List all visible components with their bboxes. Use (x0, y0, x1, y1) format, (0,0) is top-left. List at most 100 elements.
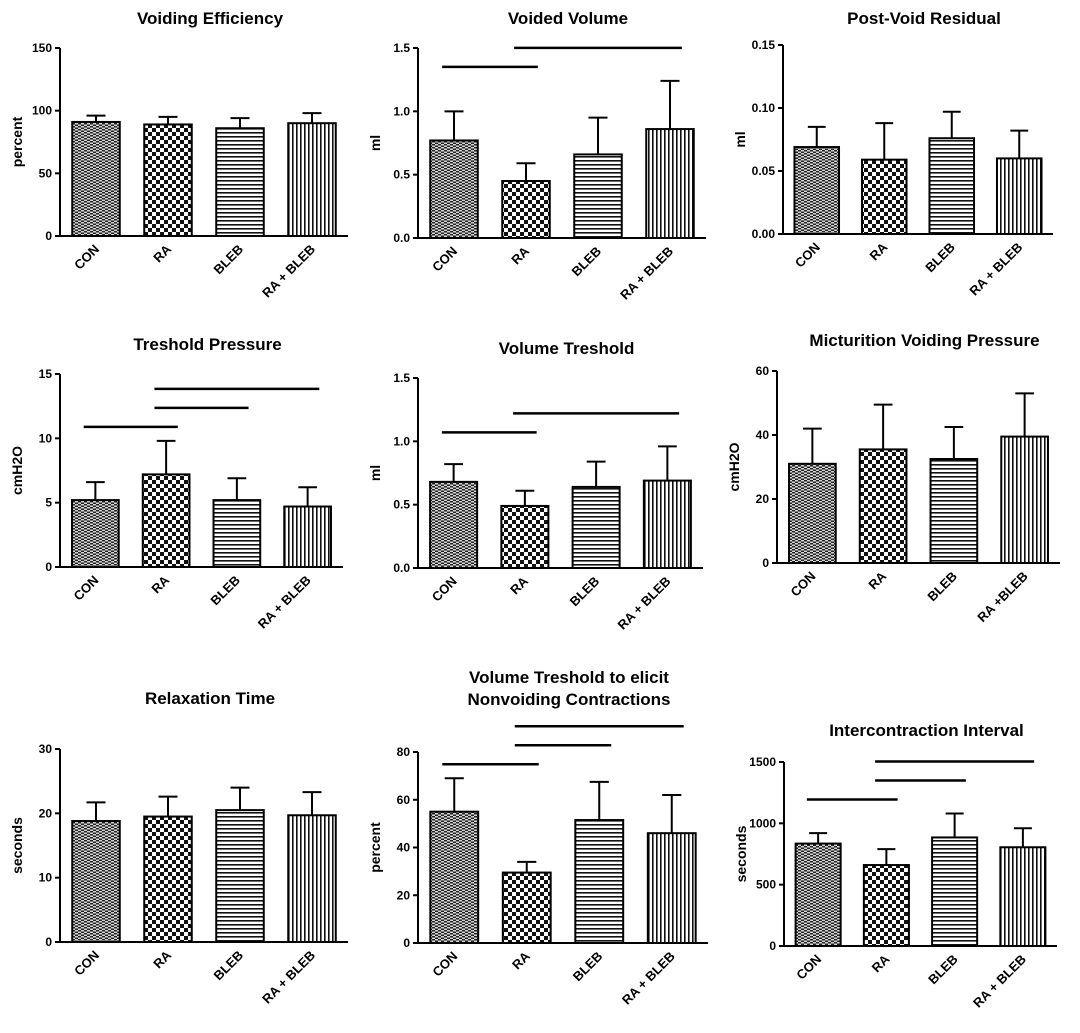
bar-con (71, 120, 121, 237)
x-category-label: RA + BLEB (970, 952, 1029, 1011)
x-category-label: BLEB (922, 240, 958, 276)
chart-title: Relaxation Time (145, 689, 275, 708)
x-category-label: BLEB (567, 574, 603, 610)
x-category-label: RA (866, 239, 890, 263)
bar-ra (500, 504, 550, 569)
bar-con (71, 499, 120, 568)
bar-ra-bleb (999, 846, 1047, 948)
y-tick-label: 40 (756, 428, 770, 442)
chart-panel-1: Voiding Efficiency percent 0 50 100 150 CON RA B… (9, 9, 348, 301)
x-category-label: RA + BLEB (619, 949, 678, 1008)
y-tick-label: 60 (397, 793, 411, 807)
y-tick-label: 0.10 (752, 101, 776, 115)
bar-bleb (928, 137, 976, 236)
y-axis-label: cmH2O (9, 446, 25, 495)
y-tick-label: 0.5 (393, 168, 410, 182)
x-category-label: CON (792, 240, 823, 271)
x-category-label: RA + BLEB (617, 244, 676, 303)
x-category-label: CON (429, 244, 460, 275)
x-category-label: RA (508, 243, 532, 267)
y-tick-label: 0 (403, 936, 410, 950)
chart-title: Micturition Voiding Pressure (809, 331, 1039, 350)
bar-con (71, 820, 121, 944)
x-category-label: CON (70, 573, 101, 604)
bar-con (794, 842, 842, 947)
bar-ra-bleb (283, 505, 332, 569)
bar-ra-bleb (642, 479, 692, 570)
x-category-label: RA (869, 951, 893, 975)
x-category-label: RA + BLEB (255, 573, 314, 632)
y-tick-label: 1.0 (393, 434, 410, 448)
chart-title: Post-Void Residual (847, 9, 1001, 28)
y-axis-label: percent (367, 822, 383, 873)
chart-title: Volume Treshold to elicit (469, 668, 669, 687)
y-axis-label: seconds (733, 825, 749, 882)
chart-panel-2: Voided Volume ml 0.0 0.5 1.0 1.5 CON RA BLEB RA +… (367, 9, 706, 303)
y-tick-label: 1.5 (393, 41, 410, 55)
x-category-label: RA (507, 573, 531, 597)
bar-bleb (215, 127, 265, 237)
bar-bleb (929, 458, 979, 564)
y-tick-label: 150 (32, 41, 52, 55)
chart-title: Voided Volume (508, 9, 628, 28)
chart-title: Voiding Efficiency (137, 9, 284, 28)
y-tick-label: 100 (32, 104, 52, 118)
x-category-label: BLEB (210, 948, 246, 984)
y-axis-label: ml (367, 135, 383, 151)
x-category-label: RA (509, 948, 533, 972)
y-axis-label: ml (367, 465, 383, 481)
x-category-label: RA (150, 241, 174, 265)
y-tick-label: 1000 (749, 816, 776, 830)
y-tick-label: 0.15 (752, 38, 776, 52)
bar-ra (501, 180, 551, 239)
chart-title: Intercontraction Interval (829, 721, 1024, 740)
y-tick-label: 5 (45, 496, 52, 510)
y-axis-label: cmH2O (726, 442, 742, 491)
x-category-label: CON (71, 242, 102, 273)
y-tick-label: 0.00 (752, 227, 776, 241)
y-tick-label: 30 (39, 742, 53, 756)
chart-panel-9: Intercontraction Interval seconds 0 500 1000… (733, 721, 1057, 1011)
bar-con (429, 480, 479, 569)
y-tick-label: 10 (39, 431, 53, 445)
x-category-label: BLEB (207, 573, 243, 609)
bar-bleb (571, 485, 621, 569)
x-category-label: RA (150, 947, 174, 971)
x-category-label: RA (865, 568, 889, 592)
y-tick-label: 0.5 (393, 498, 410, 512)
y-tick-label: 0.0 (393, 561, 410, 575)
chart-title: Treshold Pressure (133, 335, 281, 354)
bar-ra-bleb (995, 157, 1043, 235)
y-tick-label: 0 (45, 935, 52, 949)
x-category-label: BLEB (568, 244, 604, 280)
x-category-label: BLEB (570, 949, 606, 985)
y-tick-label: 0.0 (393, 231, 410, 245)
y-axis-label: seconds (9, 817, 25, 874)
y-tick-label: 80 (397, 745, 411, 759)
bar-ra-bleb (287, 122, 337, 237)
x-category-label: CON (71, 948, 102, 979)
x-category-label: RA + BLEB (259, 242, 318, 301)
chart-panel-4: Treshold Pressure cmH2O 0 5 10 15 CON RA BLEB RA … (9, 335, 343, 632)
bar-ra (501, 871, 552, 944)
bar-con (793, 146, 841, 235)
y-tick-label: 0.05 (752, 164, 776, 178)
y-tick-label: 500 (756, 878, 776, 892)
bar-ra-bleb (645, 128, 695, 239)
chart-panel-7: Relaxation Time seconds 0 10 20 30 CON RA BLEB RA… (9, 689, 348, 1007)
y-tick-label: 0 (769, 939, 776, 953)
bar-bleb (573, 153, 623, 239)
bar-con (429, 139, 479, 239)
bar-bleb (931, 836, 979, 947)
bar-con (429, 810, 480, 944)
y-axis-label: percent (9, 116, 25, 167)
bar-ra (860, 158, 908, 235)
bar-bleb (215, 809, 265, 943)
y-tick-label: 20 (39, 806, 53, 820)
bar-ra (858, 448, 908, 564)
chart-panel-6: Micturition Voiding Pressure cmH2O 0 20 40 60… (726, 331, 1060, 625)
x-category-label: BLEB (925, 952, 961, 988)
y-tick-label: 1500 (749, 755, 776, 769)
bar-ra (141, 473, 191, 568)
chart-title: Volume Treshold (499, 339, 635, 358)
